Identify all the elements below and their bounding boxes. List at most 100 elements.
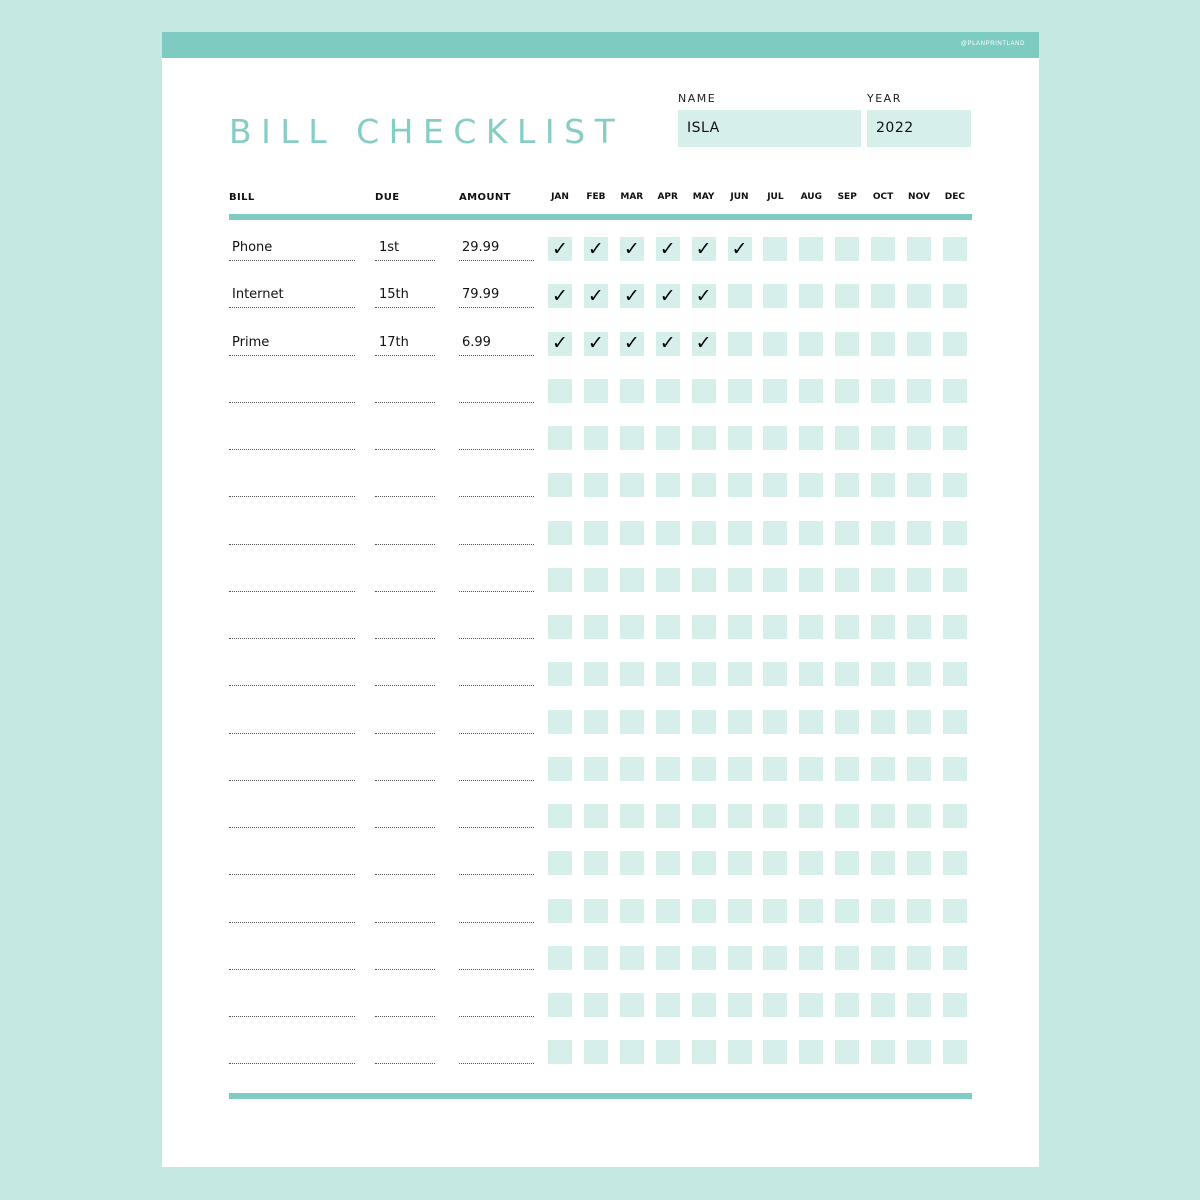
checkbox-feb[interactable]: [583, 709, 608, 734]
checkbox-aug[interactable]: [799, 993, 824, 1017]
checkbox-sep[interactable]: [835, 473, 860, 498]
checkbox-may[interactable]: [691, 756, 716, 781]
checkbox-oct[interactable]: [871, 662, 896, 687]
checkbox-aug[interactable]: [799, 898, 824, 923]
checkbox-aug[interactable]: [799, 1040, 824, 1065]
checkbox-jan[interactable]: [548, 993, 572, 1017]
name-field[interactable]: ISLA: [678, 110, 861, 147]
checkbox-nov[interactable]: [907, 756, 931, 781]
year-field[interactable]: 2022: [867, 110, 971, 147]
checkbox-may[interactable]: ✓: [691, 331, 716, 356]
checkbox-feb[interactable]: [583, 378, 608, 403]
checkbox-oct[interactable]: [871, 567, 896, 592]
checkbox-jun[interactable]: [727, 473, 752, 498]
checkbox-jul[interactable]: [763, 662, 788, 687]
checkbox-mar[interactable]: [619, 473, 644, 498]
checkbox-jun[interactable]: [727, 898, 752, 923]
checkbox-oct[interactable]: [871, 426, 896, 450]
checkbox-jan[interactable]: [548, 615, 572, 639]
checkbox-aug[interactable]: [799, 331, 824, 356]
checkbox-jun[interactable]: [727, 709, 752, 734]
checkbox-aug[interactable]: [799, 237, 824, 261]
checkbox-oct[interactable]: [871, 284, 896, 309]
checkbox-sep[interactable]: [835, 804, 860, 828]
amount-cell[interactable]: 6.99: [462, 334, 491, 350]
checkbox-jun[interactable]: [727, 426, 752, 450]
checkbox-aug[interactable]: [799, 756, 824, 781]
checkbox-mar[interactable]: [619, 898, 644, 923]
checkbox-feb[interactable]: [583, 993, 608, 1017]
checkbox-jul[interactable]: [763, 237, 788, 261]
checkbox-dec[interactable]: [942, 1040, 967, 1065]
checkbox-nov[interactable]: [907, 945, 931, 970]
checkbox-apr[interactable]: [655, 804, 680, 828]
checkbox-dec[interactable]: [942, 237, 967, 261]
checkbox-dec[interactable]: [942, 331, 967, 356]
due-cell[interactable]: 15th: [379, 287, 409, 303]
checkbox-jun[interactable]: [727, 520, 752, 545]
bill-cell[interactable]: Phone: [232, 240, 273, 255]
checkbox-jun[interactable]: [727, 615, 752, 639]
checkbox-nov[interactable]: [907, 237, 931, 261]
checkbox-mar[interactable]: [619, 662, 644, 687]
checkbox-dec[interactable]: [942, 662, 967, 687]
checkbox-apr[interactable]: [655, 520, 680, 545]
checkbox-apr[interactable]: [655, 756, 680, 781]
checkbox-apr[interactable]: [655, 567, 680, 592]
checkbox-jul[interactable]: [763, 426, 788, 450]
checkbox-feb[interactable]: [583, 520, 608, 545]
checkbox-mar[interactable]: [619, 567, 644, 592]
checkbox-feb[interactable]: [583, 804, 608, 828]
checkbox-may[interactable]: [691, 898, 716, 923]
checkbox-nov[interactable]: [907, 520, 931, 545]
checkbox-oct[interactable]: [871, 520, 896, 545]
checkbox-jul[interactable]: [763, 615, 788, 639]
checkbox-oct[interactable]: [871, 615, 896, 639]
checkbox-aug[interactable]: [799, 709, 824, 734]
checkbox-apr[interactable]: [655, 709, 680, 734]
checkbox-nov[interactable]: [907, 378, 931, 403]
checkbox-jul[interactable]: [763, 473, 788, 498]
checkbox-jul[interactable]: [763, 1040, 788, 1065]
checkbox-dec[interactable]: [942, 378, 967, 403]
checkbox-dec[interactable]: [942, 615, 967, 639]
checkbox-dec[interactable]: [942, 520, 967, 545]
checkbox-jun[interactable]: [727, 851, 752, 876]
checkbox-oct[interactable]: [871, 1040, 896, 1065]
checkbox-sep[interactable]: [835, 945, 860, 970]
checkbox-may[interactable]: [691, 615, 716, 639]
checkbox-feb[interactable]: [583, 426, 608, 450]
checkbox-mar[interactable]: [619, 1040, 644, 1065]
checkbox-jul[interactable]: [763, 804, 788, 828]
checkbox-jun[interactable]: [727, 804, 752, 828]
checkbox-jan[interactable]: [548, 662, 572, 687]
checkbox-jan[interactable]: ✓: [548, 237, 572, 261]
checkbox-oct[interactable]: [871, 993, 896, 1017]
checkbox-jun[interactable]: [727, 284, 752, 309]
checkbox-apr[interactable]: [655, 851, 680, 876]
checkbox-may[interactable]: [691, 851, 716, 876]
checkbox-sep[interactable]: [835, 898, 860, 923]
checkbox-sep[interactable]: [835, 756, 860, 781]
due-cell[interactable]: 17th: [379, 334, 409, 350]
checkbox-jan[interactable]: [548, 756, 572, 781]
checkbox-mar[interactable]: [619, 520, 644, 545]
checkbox-oct[interactable]: [871, 331, 896, 356]
checkbox-apr[interactable]: ✓: [655, 284, 680, 309]
checkbox-aug[interactable]: [799, 284, 824, 309]
checkbox-dec[interactable]: [942, 993, 967, 1017]
checkbox-sep[interactable]: [835, 567, 860, 592]
checkbox-mar[interactable]: [619, 993, 644, 1017]
checkbox-aug[interactable]: [799, 567, 824, 592]
checkbox-mar[interactable]: [619, 945, 644, 970]
checkbox-oct[interactable]: [871, 709, 896, 734]
checkbox-jul[interactable]: [763, 898, 788, 923]
checkbox-dec[interactable]: [942, 284, 967, 309]
checkbox-jan[interactable]: [548, 709, 572, 734]
checkbox-sep[interactable]: [835, 662, 860, 687]
checkbox-sep[interactable]: [835, 426, 860, 450]
checkbox-aug[interactable]: [799, 426, 824, 450]
checkbox-feb[interactable]: [583, 473, 608, 498]
checkbox-dec[interactable]: [942, 756, 967, 781]
checkbox-dec[interactable]: [942, 898, 967, 923]
